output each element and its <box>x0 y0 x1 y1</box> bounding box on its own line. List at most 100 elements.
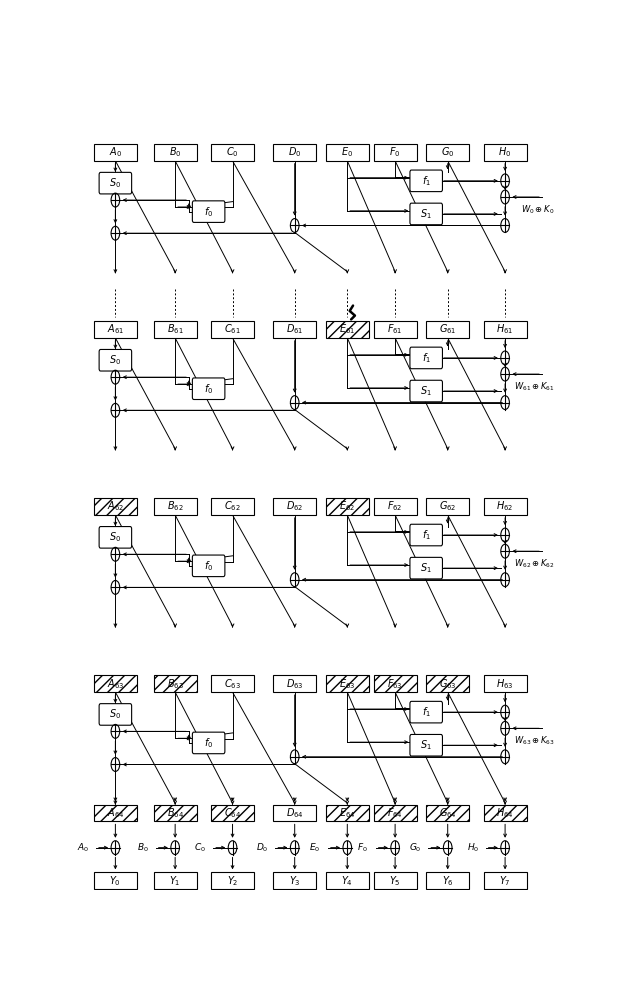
Bar <box>326 498 369 515</box>
Bar <box>374 321 416 338</box>
Bar <box>273 872 317 889</box>
FancyBboxPatch shape <box>193 732 225 754</box>
Bar <box>426 805 470 821</box>
Text: $A_{62}$: $A_{62}$ <box>107 500 124 513</box>
Bar <box>154 805 197 821</box>
FancyBboxPatch shape <box>410 701 442 723</box>
FancyBboxPatch shape <box>193 378 225 400</box>
Text: $A_{0}$: $A_{0}$ <box>109 145 122 159</box>
Text: $Y_{3}$: $Y_{3}$ <box>289 874 300 888</box>
Text: $S_0$: $S_0$ <box>109 708 122 721</box>
Text: $D_{0}$: $D_{0}$ <box>288 145 301 159</box>
Text: $W_{0}\oplus K_{0}$: $W_{0}\oplus K_{0}$ <box>521 203 554 216</box>
Text: $D_{62}$: $D_{62}$ <box>286 500 304 513</box>
Bar <box>426 675 470 692</box>
Text: $H_{61}$: $H_{61}$ <box>497 323 514 336</box>
Bar <box>273 144 317 161</box>
Text: $E_{64}$: $E_{64}$ <box>339 806 355 820</box>
FancyBboxPatch shape <box>410 203 442 225</box>
Bar <box>374 144 416 161</box>
Text: $A_{63}$: $A_{63}$ <box>107 677 124 691</box>
Bar <box>94 805 137 821</box>
Text: $S_1$: $S_1$ <box>420 738 432 752</box>
Bar <box>326 144 369 161</box>
Text: $Y_{4}$: $Y_{4}$ <box>341 874 354 888</box>
Bar <box>426 675 470 692</box>
FancyBboxPatch shape <box>410 380 442 402</box>
Bar <box>426 144 470 161</box>
Bar <box>374 872 416 889</box>
Text: $Y_{6}$: $Y_{6}$ <box>442 874 453 888</box>
FancyBboxPatch shape <box>99 349 131 371</box>
Bar <box>374 805 416 821</box>
Bar <box>374 675 416 692</box>
Text: $W_{63}\oplus K_{63}$: $W_{63}\oplus K_{63}$ <box>513 734 554 747</box>
Text: $G_{63}$: $G_{63}$ <box>439 677 457 691</box>
Text: $C_{64}$: $C_{64}$ <box>224 806 241 820</box>
Bar <box>374 498 416 515</box>
Bar <box>273 805 317 821</box>
Bar <box>326 675 369 692</box>
FancyBboxPatch shape <box>410 170 442 192</box>
Text: $S_1$: $S_1$ <box>420 384 432 398</box>
Text: $H_{63}$: $H_{63}$ <box>496 677 514 691</box>
Bar <box>211 675 254 692</box>
FancyBboxPatch shape <box>410 734 442 756</box>
FancyBboxPatch shape <box>193 201 225 222</box>
Text: $B_{0}$: $B_{0}$ <box>169 145 181 159</box>
Text: $F_{63}$: $F_{63}$ <box>387 677 403 691</box>
Text: $f_1$: $f_1$ <box>421 174 431 188</box>
Bar <box>94 498 137 515</box>
Bar <box>211 321 254 338</box>
Text: $A_{61}$: $A_{61}$ <box>107 323 124 336</box>
Bar <box>484 144 527 161</box>
Text: $f_0$: $f_0$ <box>204 736 213 750</box>
Bar <box>484 675 527 692</box>
Text: $f_1$: $f_1$ <box>421 705 431 719</box>
Bar <box>484 805 527 821</box>
Bar <box>326 498 369 515</box>
Bar <box>326 321 369 338</box>
Text: $D_{64}$: $D_{64}$ <box>286 806 304 820</box>
Bar <box>426 805 470 821</box>
Text: $G_{0}$: $G_{0}$ <box>409 841 422 854</box>
Bar <box>326 805 369 821</box>
Text: $G_{0}$: $G_{0}$ <box>441 145 455 159</box>
Bar <box>94 321 137 338</box>
Text: $F_{64}$: $F_{64}$ <box>387 806 403 820</box>
Bar <box>154 872 197 889</box>
FancyBboxPatch shape <box>410 557 442 579</box>
Text: $C_{0}$: $C_{0}$ <box>226 145 239 159</box>
FancyBboxPatch shape <box>410 347 442 369</box>
Text: $F_{62}$: $F_{62}$ <box>387 500 403 513</box>
Text: $D_{0}$: $D_{0}$ <box>256 841 268 854</box>
Bar <box>426 872 470 889</box>
Bar <box>484 805 527 821</box>
Text: $E_{63}$: $E_{63}$ <box>339 677 355 691</box>
Bar <box>211 498 254 515</box>
Text: $F_{0}$: $F_{0}$ <box>389 145 401 159</box>
FancyBboxPatch shape <box>193 555 225 577</box>
Text: $H_{0}$: $H_{0}$ <box>499 145 511 159</box>
Text: $B_{0}$: $B_{0}$ <box>137 841 149 854</box>
Text: $B_{62}$: $B_{62}$ <box>167 500 183 513</box>
Bar <box>94 872 137 889</box>
Text: $Y_{0}$: $Y_{0}$ <box>109 874 122 888</box>
Bar <box>326 321 369 338</box>
Bar <box>154 675 197 692</box>
Text: $F_{0}$: $F_{0}$ <box>357 841 368 854</box>
Text: $H_{0}$: $H_{0}$ <box>466 841 479 854</box>
Bar <box>273 498 317 515</box>
Text: $Y_{7}$: $Y_{7}$ <box>499 874 511 888</box>
Text: $Y_{2}$: $Y_{2}$ <box>227 874 238 888</box>
Bar <box>154 675 197 692</box>
Bar <box>484 321 527 338</box>
Text: $W_{62}\oplus K_{62}$: $W_{62}\oplus K_{62}$ <box>514 557 554 570</box>
Bar <box>154 321 197 338</box>
FancyBboxPatch shape <box>99 704 131 725</box>
Text: $S_0$: $S_0$ <box>109 176 122 190</box>
Bar <box>374 805 416 821</box>
Text: $H_{62}$: $H_{62}$ <box>497 500 514 513</box>
Bar <box>94 675 137 692</box>
Text: $f_0$: $f_0$ <box>204 382 213 396</box>
